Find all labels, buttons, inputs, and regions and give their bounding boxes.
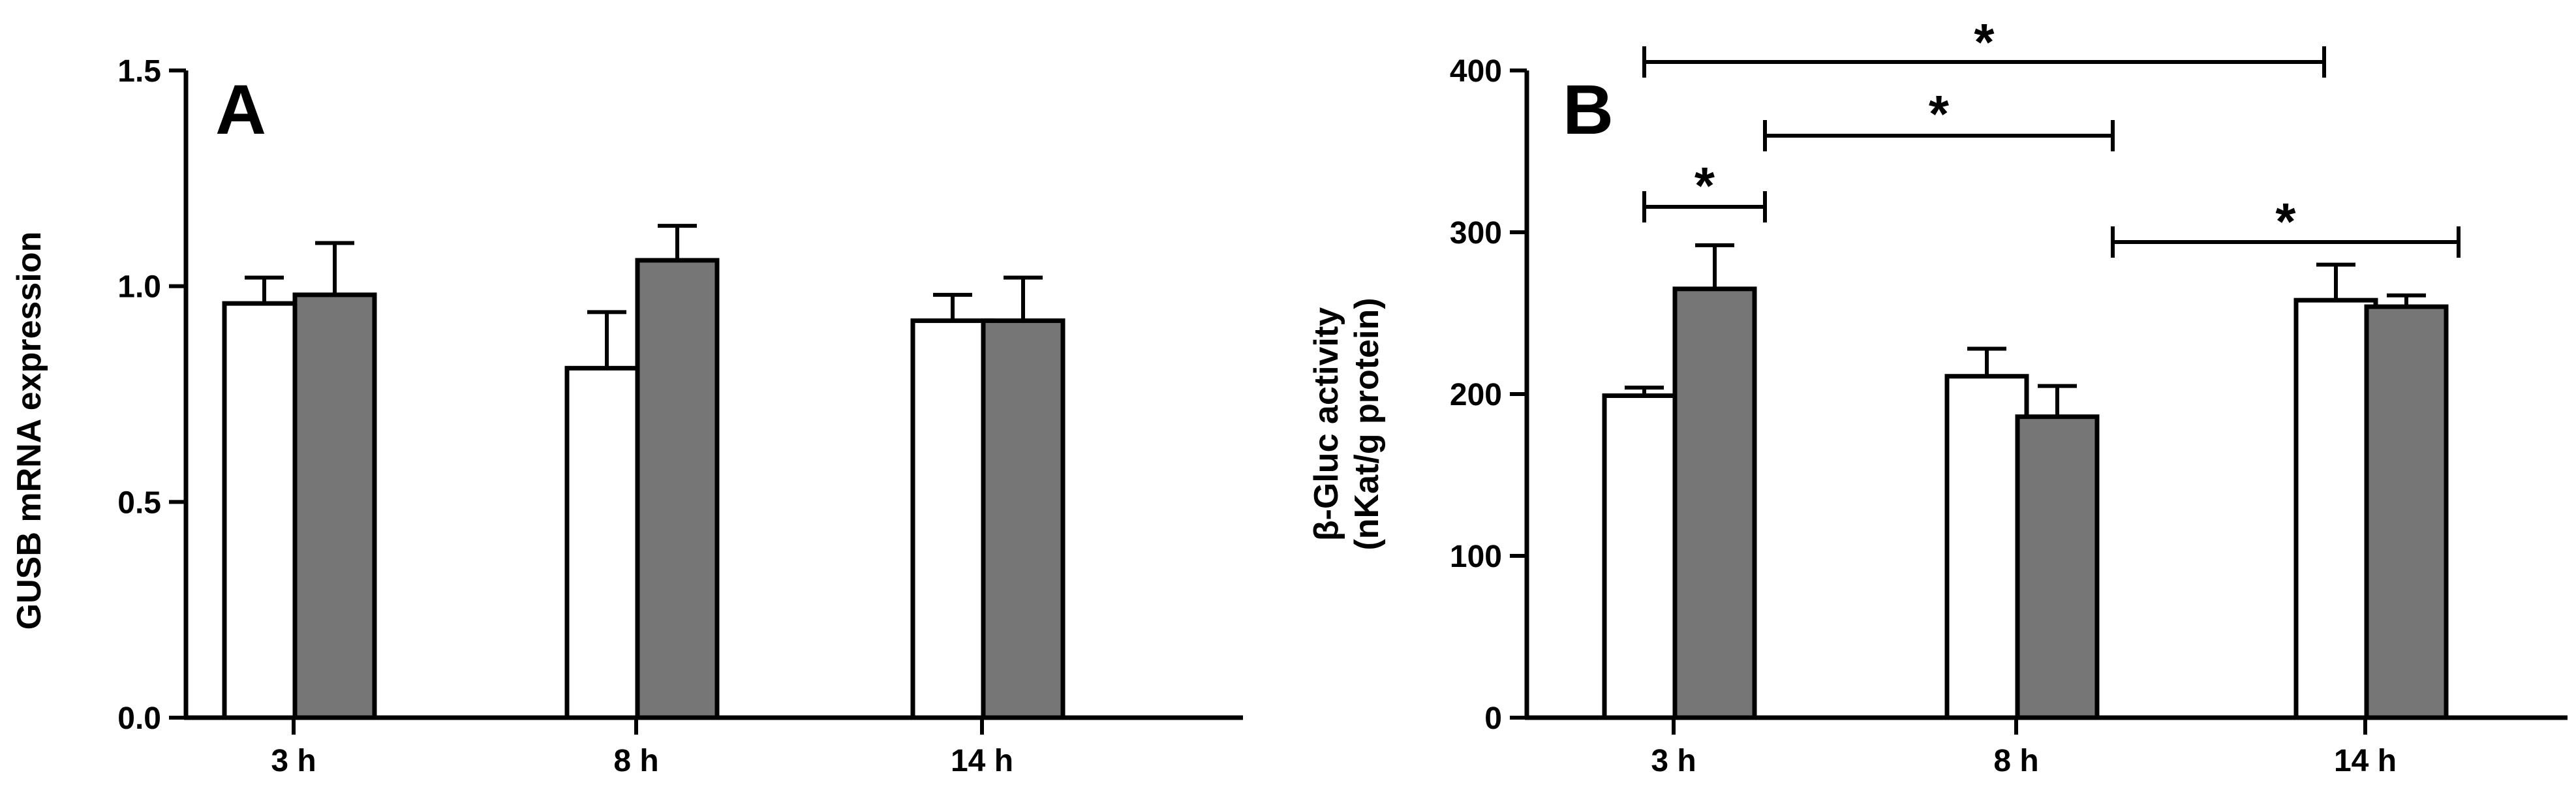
panel-a-letter: A [215,70,266,149]
bar [292,292,377,720]
bar [2015,414,2100,720]
bar [564,365,649,720]
y-tick-label: 400 [1450,54,1502,89]
bar [981,318,1066,720]
y-tick-label: 1.0 [117,270,161,305]
bar [222,301,307,720]
x-tick-label: 3 h [1651,744,1696,778]
panel-b-chart: B β-Gluc activity (nKat/g protein) 0 100 2… [1308,13,2568,778]
bar [1944,374,2029,720]
bar [910,318,995,720]
significance-star: * [2275,192,2296,251]
panel-b-y-axis-label-line-1: β-Gluc activity [1308,307,1345,541]
bar [1602,393,1687,720]
y-tick-label: 0 [1484,701,1502,736]
y-tick-label: 300 [1450,216,1502,251]
panel-a-y-axis-label: GUSB mRNA expression [10,232,48,630]
x-tick-label: 14 h [2334,744,2397,778]
y-tick-label: 0.0 [117,701,161,736]
significance-star: * [1694,157,1715,215]
x-tick-label: 3 h [271,744,316,778]
bar [635,258,720,720]
y-tick-label: 100 [1450,540,1502,574]
panel-b-y-axis-label-line-2: (nKat/g protein) [1348,298,1386,550]
panel-a-chart: A GUSB mRNA expression 0.0 0.5 1.0 1.5 3 h 8… [10,54,1243,778]
x-tick-label: 14 h [951,744,1013,778]
significance-star: * [1929,85,1950,143]
x-tick-label: 8 h [1993,744,2038,778]
bar [2293,298,2378,720]
y-tick-label: 1.5 [117,54,161,89]
bar [2364,304,2449,720]
significance-star: * [1974,13,1995,71]
y-tick-label: 0.5 [117,485,161,520]
panel-b-letter: B [1563,70,1614,149]
y-tick-label: 200 [1450,378,1502,412]
x-tick-label: 8 h [613,744,658,778]
bar [1672,286,1757,720]
